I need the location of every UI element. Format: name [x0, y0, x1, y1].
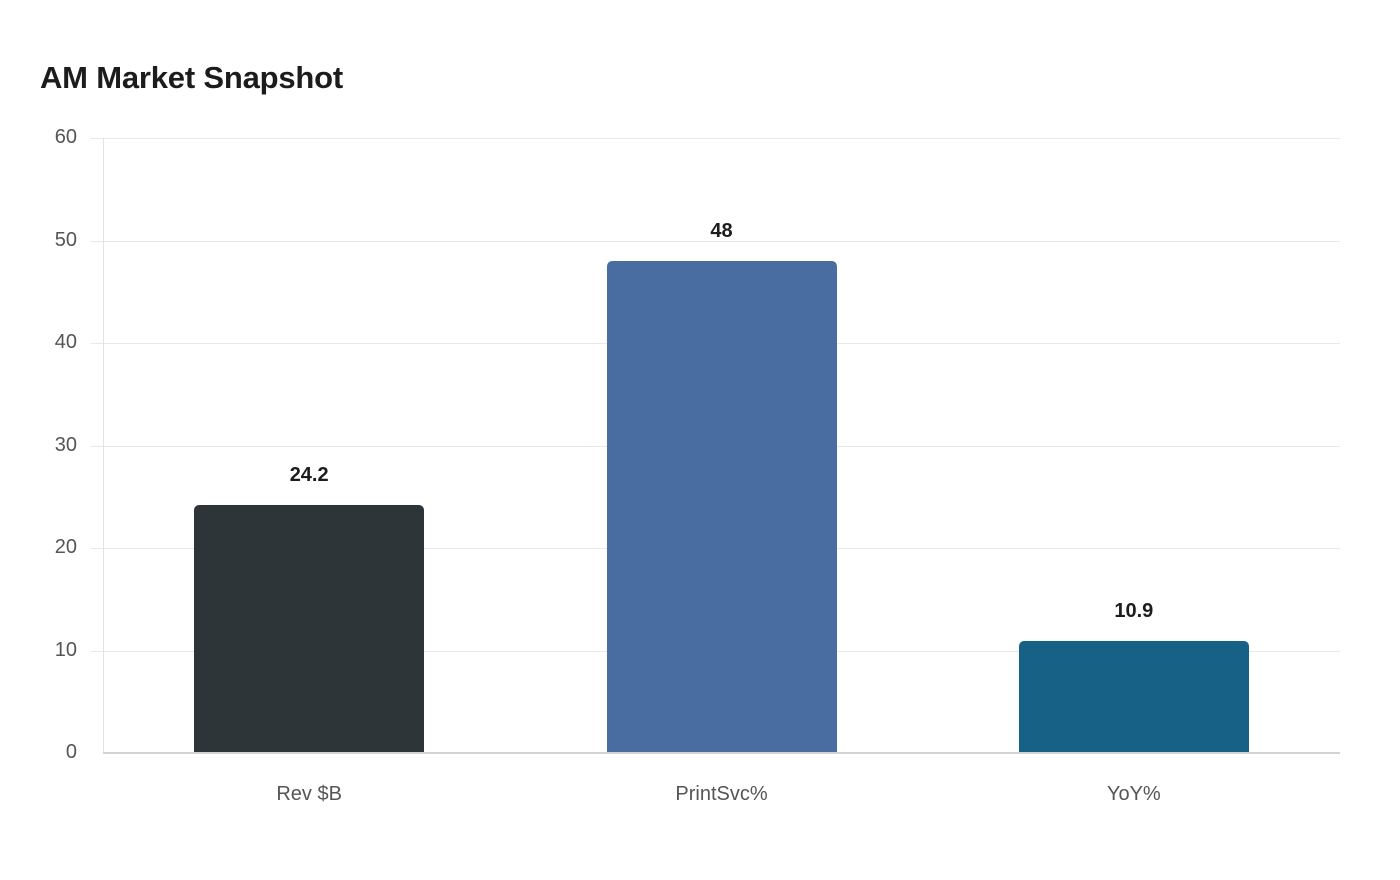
- y-tick-label: 20: [54, 536, 77, 558]
- bar[interactable]: [1018, 641, 1249, 753]
- bar-value-label: 24.2: [289, 463, 329, 486]
- y-tick-label: 10: [54, 638, 77, 661]
- gridline: [91, 240, 1340, 242]
- bar-value-label: 10.9: [1114, 600, 1154, 623]
- bar[interactable]: [606, 261, 837, 753]
- gridline: [91, 138, 1340, 139]
- x-axis-line: [103, 752, 1340, 754]
- x-tick-label: YoY%: [1106, 783, 1161, 805]
- bar[interactable]: [194, 504, 425, 753]
- bar-value-label: 48: [710, 220, 733, 242]
- y-tick-label: 50: [54, 228, 77, 251]
- y-tick-label: 30: [54, 433, 77, 456]
- y-tick-label: 60: [54, 126, 77, 148]
- y-axis-line: [103, 138, 104, 753]
- x-tick-label: PrintSvc%: [675, 783, 768, 805]
- chart-title: AM Market Snapshot: [40, 60, 343, 95]
- y-tick-label: 40: [54, 331, 77, 353]
- x-tick-label: Rev $B: [276, 783, 342, 805]
- y-tick-label: 0: [65, 741, 77, 763]
